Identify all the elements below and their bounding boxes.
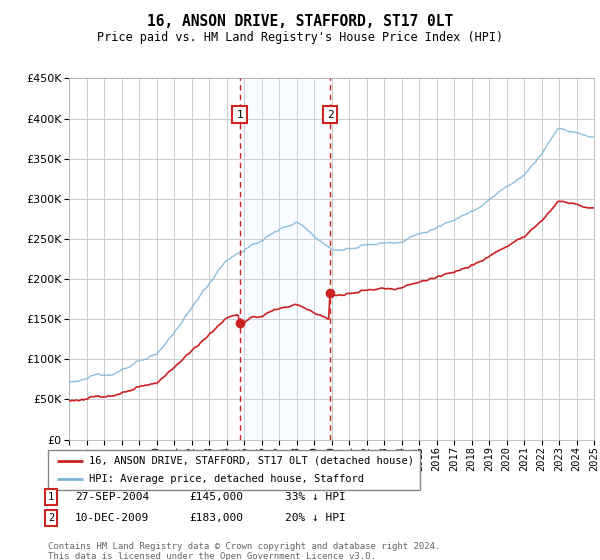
FancyBboxPatch shape [48, 450, 420, 490]
Text: 1: 1 [236, 110, 243, 119]
Text: £145,000: £145,000 [189, 492, 243, 502]
Text: Contains HM Land Registry data © Crown copyright and database right 2024.
This d: Contains HM Land Registry data © Crown c… [48, 542, 440, 560]
Text: 20% ↓ HPI: 20% ↓ HPI [285, 513, 346, 523]
Text: £183,000: £183,000 [189, 513, 243, 523]
Text: 33% ↓ HPI: 33% ↓ HPI [285, 492, 346, 502]
Text: Price paid vs. HM Land Registry's House Price Index (HPI): Price paid vs. HM Land Registry's House … [97, 31, 503, 44]
Text: 10-DEC-2009: 10-DEC-2009 [75, 513, 149, 523]
Text: HPI: Average price, detached house, Stafford: HPI: Average price, detached house, Staf… [89, 474, 364, 484]
Text: 27-SEP-2004: 27-SEP-2004 [75, 492, 149, 502]
Text: 16, ANSON DRIVE, STAFFORD, ST17 0LT (detached house): 16, ANSON DRIVE, STAFFORD, ST17 0LT (det… [89, 456, 414, 465]
Text: 2: 2 [48, 513, 54, 523]
Text: 1: 1 [48, 492, 54, 502]
Text: 16, ANSON DRIVE, STAFFORD, ST17 0LT: 16, ANSON DRIVE, STAFFORD, ST17 0LT [147, 14, 453, 29]
Bar [239, 78, 330, 440]
Text: 2: 2 [327, 110, 334, 119]
